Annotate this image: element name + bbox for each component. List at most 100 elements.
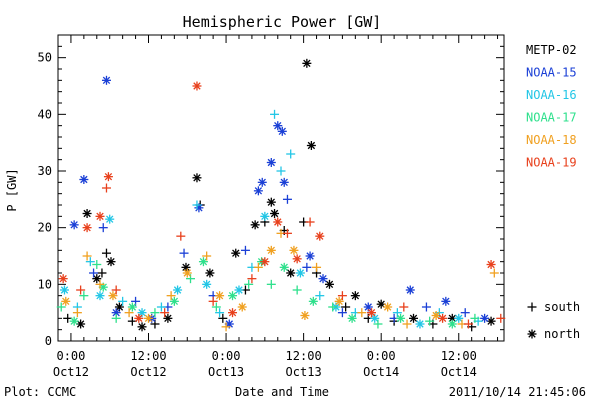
data-point-noaa-16 bbox=[105, 214, 115, 224]
data-point-noaa-15 bbox=[302, 262, 312, 272]
footer-left: Plot: CCMC bbox=[4, 385, 76, 399]
x-axis-label: Date and Time bbox=[235, 385, 329, 399]
y-axis: 0 10 20 30 40 50 bbox=[38, 45, 504, 348]
data-point-noaa-17 bbox=[150, 308, 160, 318]
y-tick-label: 0 bbox=[45, 334, 52, 348]
data-point-metp-02 bbox=[409, 313, 419, 323]
y-tick-label: 10 bbox=[38, 277, 52, 291]
y-tick-label: 50 bbox=[38, 51, 52, 65]
data-point-noaa-15 bbox=[266, 158, 276, 167]
data-point-noaa-17 bbox=[279, 262, 289, 272]
data-point-noaa-16 bbox=[202, 279, 212, 289]
data-point-noaa-17 bbox=[69, 316, 79, 326]
data-point-noaa-18 bbox=[237, 302, 247, 312]
data-point-metp-02 bbox=[192, 173, 202, 183]
legend-marker-label-south: south bbox=[544, 300, 580, 314]
data-point-metp-02 bbox=[101, 248, 111, 258]
data-point-metp-02 bbox=[106, 257, 116, 267]
data-point-noaa-19 bbox=[315, 231, 325, 241]
data-point-noaa-18 bbox=[166, 291, 176, 301]
data-point-noaa-17 bbox=[470, 313, 480, 323]
data-point-noaa-19 bbox=[438, 313, 448, 323]
data-point-noaa-16 bbox=[295, 268, 305, 278]
data-point-noaa-16 bbox=[286, 149, 296, 159]
data-point-noaa-19 bbox=[192, 81, 202, 91]
legend-marker-north bbox=[527, 329, 537, 339]
data-point-noaa-18 bbox=[300, 311, 310, 320]
y-axis-label: P [GW] bbox=[5, 168, 19, 211]
data-point-noaa-16 bbox=[276, 166, 286, 176]
data-point-noaa-16 bbox=[260, 211, 270, 221]
data-point-metp-02 bbox=[92, 274, 102, 284]
data-point-noaa-18 bbox=[61, 296, 71, 306]
x-tick-date: Oct12 bbox=[53, 365, 89, 379]
data-point-noaa-15 bbox=[337, 308, 347, 318]
data-point-metp-02 bbox=[324, 279, 334, 289]
data-point-noaa-16 bbox=[415, 319, 425, 329]
x-tick-time: 12:00 bbox=[130, 349, 166, 363]
data-point-noaa-15 bbox=[277, 126, 287, 136]
data-point-noaa-15 bbox=[405, 285, 415, 295]
data-point-noaa-16 bbox=[118, 296, 128, 306]
plot-frame bbox=[57, 34, 505, 342]
data-point-noaa-17 bbox=[56, 302, 66, 312]
data-point-noaa-19 bbox=[228, 308, 238, 318]
data-point-metp-02 bbox=[286, 268, 296, 278]
data-point-noaa-16 bbox=[234, 285, 244, 295]
data-point-noaa-19 bbox=[160, 308, 170, 318]
data-point-noaa-17 bbox=[308, 296, 318, 306]
legend-entry-noaa-16: NOAA-16 bbox=[526, 88, 577, 102]
data-point-noaa-19 bbox=[305, 217, 315, 227]
data-point-noaa-18 bbox=[143, 313, 153, 323]
data-point-noaa-15 bbox=[98, 223, 108, 233]
data-point-metp-02 bbox=[97, 268, 107, 278]
data-point-noaa-17 bbox=[328, 302, 338, 312]
data-points bbox=[56, 58, 506, 332]
y-tick-label: 20 bbox=[38, 221, 52, 235]
legend-entry-noaa-17: NOAA-17 bbox=[526, 111, 577, 125]
data-point-noaa-16 bbox=[270, 109, 280, 119]
data-point-noaa-19 bbox=[366, 308, 376, 318]
data-point-noaa-15 bbox=[89, 268, 99, 278]
data-point-metp-02 bbox=[270, 209, 280, 218]
legend-entry-metp-02: METP-02 bbox=[526, 43, 577, 57]
data-point-noaa-19 bbox=[337, 291, 347, 301]
data-point-noaa-19 bbox=[463, 319, 473, 329]
x-tick-time: 0:00 bbox=[212, 349, 241, 363]
data-point-metp-02 bbox=[137, 322, 147, 332]
data-point-noaa-19 bbox=[111, 285, 121, 295]
x-tick-time: 0:00 bbox=[367, 349, 396, 363]
data-point-noaa-19 bbox=[208, 296, 218, 306]
data-point-noaa-18 bbox=[82, 251, 92, 261]
data-point-noaa-15 bbox=[305, 251, 315, 261]
data-point-noaa-18 bbox=[182, 268, 192, 278]
data-point-noaa-18 bbox=[72, 308, 82, 318]
data-point-noaa-19 bbox=[103, 172, 113, 182]
data-point-noaa-18 bbox=[383, 302, 393, 312]
data-point-noaa-18 bbox=[95, 279, 105, 289]
data-point-noaa-18 bbox=[253, 262, 263, 272]
data-point-metp-02 bbox=[163, 313, 173, 323]
data-point-metp-02 bbox=[205, 268, 215, 278]
legend-marker-label-north: north bbox=[544, 327, 580, 341]
data-point-metp-02 bbox=[350, 291, 360, 301]
data-point-noaa-18 bbox=[266, 245, 276, 255]
data-point-noaa-16 bbox=[156, 302, 166, 312]
data-point-noaa-15 bbox=[101, 75, 111, 85]
data-point-noaa-15 bbox=[279, 177, 289, 187]
data-point-noaa-17 bbox=[373, 319, 383, 329]
data-point-noaa-15 bbox=[69, 220, 79, 230]
data-point-noaa-17 bbox=[447, 319, 457, 329]
data-point-noaa-18 bbox=[357, 308, 367, 318]
y-tick-label: 30 bbox=[38, 164, 52, 178]
x-tick-time: 12:00 bbox=[441, 349, 477, 363]
data-point-noaa-16 bbox=[315, 291, 325, 301]
data-point-noaa-19 bbox=[486, 260, 496, 269]
data-point-metp-02 bbox=[82, 209, 92, 218]
data-point-noaa-15 bbox=[240, 245, 250, 255]
data-point-noaa-18 bbox=[221, 322, 231, 332]
data-point-noaa-19 bbox=[134, 313, 144, 323]
legend-entry-noaa-18: NOAA-18 bbox=[526, 133, 577, 147]
data-point-noaa-17 bbox=[266, 279, 276, 289]
